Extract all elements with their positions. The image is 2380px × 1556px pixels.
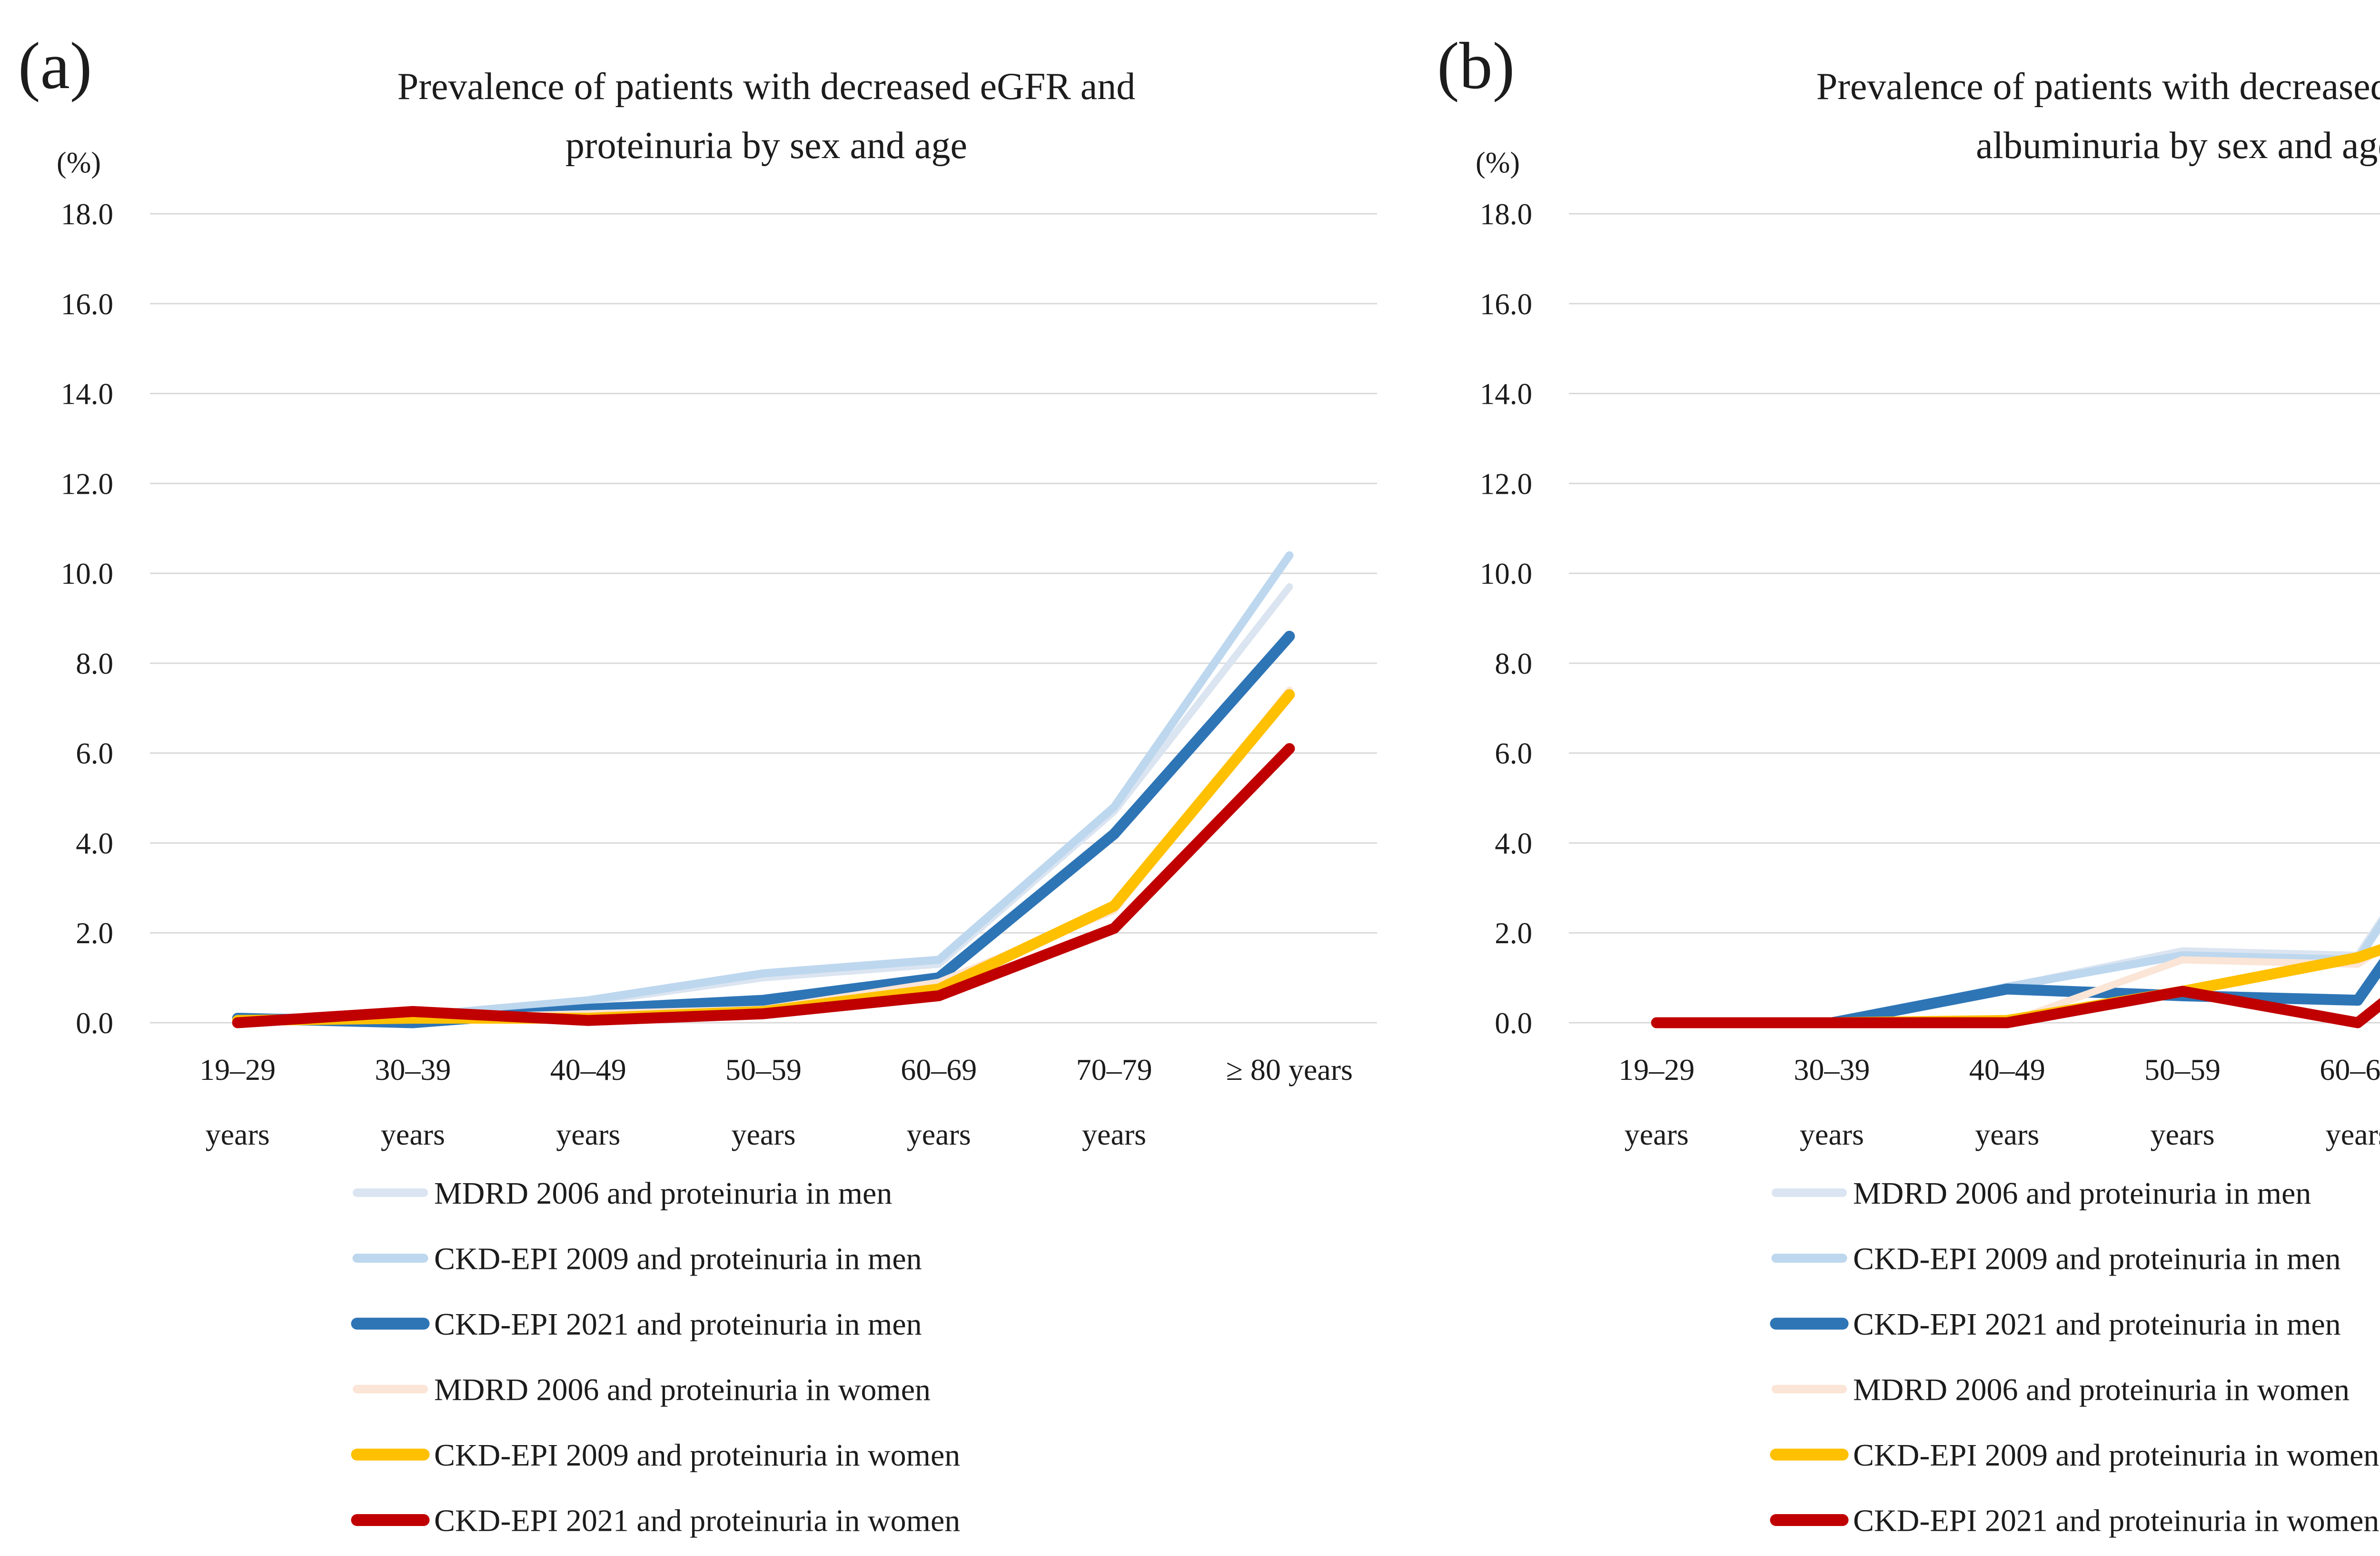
y-tick-label: 14.0 <box>61 378 113 411</box>
x-tick-label-line2: years <box>1975 1117 2039 1151</box>
panel-label: (a) <box>18 29 92 103</box>
x-tick-label-line1: 50–59 <box>2144 1053 2221 1087</box>
legend-label: CKD-EPI 2021 and proteinuria in women <box>1853 1504 2379 1538</box>
y-tick-label: 18.0 <box>1480 198 1532 231</box>
y-tick-label: 16.0 <box>1480 288 1532 321</box>
x-tick-label-line2: years <box>1625 1117 1689 1151</box>
x-tick-label-line1: 50–59 <box>725 1053 802 1087</box>
y-tick-label: 10.0 <box>1480 557 1532 590</box>
y-tick-label: 2.0 <box>1495 917 1532 950</box>
x-tick-label-line1: 40–49 <box>550 1053 626 1087</box>
chart-title-line: Prevalence of patients with decreased eG… <box>1816 66 2380 108</box>
y-tick-label: 2.0 <box>76 917 113 950</box>
y-tick-label: 8.0 <box>1495 647 1532 680</box>
y-tick-label: 10.0 <box>61 557 113 590</box>
panel-label: (b) <box>1437 29 1515 103</box>
x-tick-label-line2: years <box>2150 1117 2214 1151</box>
y-tick-label: 8.0 <box>76 647 113 680</box>
panel-b: 18.0 16.0 14.0 12.0 10.0 8.0 6.0 4.0 2.0 0.0 (b) Pr… <box>1419 0 2380 1556</box>
panel-a: 18.0 16.0 14.0 12.0 10.0 8.0 6.0 4.0 2.0 0.0 (a) Pr… <box>18 29 1377 1538</box>
chart-title-line: proteinuria by sex and age <box>565 125 967 167</box>
legend-label: CKD-EPI 2009 and proteinuria in women <box>434 1438 960 1473</box>
legend-label: CKD-EPI 2021 and proteinuria in women <box>434 1504 960 1538</box>
chart-proteinuria: 18.0 16.0 14.0 12.0 10.0 8.0 6.0 4.0 2.0 0.0 (a) Pr… <box>18 29 1377 1538</box>
legend-label: MDRD 2006 and proteinuria in men <box>1853 1176 2311 1211</box>
y-tick-label: 12.0 <box>61 467 113 500</box>
y-axis-unit-label: (%) <box>57 147 101 179</box>
series-line <box>232 630 1295 1028</box>
legend-label: CKD-EPI 2009 and proteinuria in men <box>434 1242 922 1277</box>
x-tick-label-line1: 70–79 <box>1076 1053 1152 1087</box>
y-tick-label: 4.0 <box>76 827 113 860</box>
legend-label: CKD-EPI 2021 and proteinuria in men <box>434 1307 922 1342</box>
y-tick-label: 12.0 <box>1480 467 1532 500</box>
x-tick-label-line1: 60–69 <box>2320 1053 2380 1087</box>
legend-label: CKD-EPI 2009 and proteinuria in women <box>1853 1438 2379 1473</box>
y-tick-label: 6.0 <box>1495 737 1532 770</box>
x-tick-label-line2: years <box>731 1117 795 1151</box>
x-tick-label-line2: years <box>1800 1117 1864 1151</box>
x-tick-label-line2: years <box>1082 1117 1146 1151</box>
y-tick-label: 0.0 <box>76 1007 113 1040</box>
y-tick-label: 18.0 <box>61 198 113 231</box>
series-line <box>233 551 1294 1023</box>
x-tick-label-line2: years <box>2326 1117 2380 1151</box>
x-tick-label-line2: years <box>206 1117 270 1151</box>
legend-label: CKD-EPI 2009 and proteinuria in men <box>1853 1242 2341 1277</box>
x-tick-label-line1: 30–39 <box>1794 1053 1870 1087</box>
series-line <box>234 583 1293 1022</box>
x-tick-label-line2: years <box>556 1117 620 1151</box>
x-tick-label-line1: 30–39 <box>375 1053 451 1087</box>
chart-title-line: albuminuria by sex and age <box>1976 125 2380 167</box>
series-line <box>1651 944 2380 1028</box>
x-tick-label-line1: 19–29 <box>1618 1053 1695 1087</box>
x-tick-label-line1: 19–29 <box>199 1053 276 1087</box>
x-tick-label-line1: 60–69 <box>901 1053 977 1087</box>
legend-label: MDRD 2006 and proteinuria in women <box>434 1373 931 1407</box>
legend-label: MDRD 2006 and proteinuria in women <box>1853 1373 2350 1407</box>
series-line <box>232 743 1295 1028</box>
series-line <box>1651 986 2380 1028</box>
y-tick-label: 6.0 <box>76 737 113 770</box>
x-tick-label-line2: years <box>381 1117 445 1151</box>
x-tick-label-line2: years <box>907 1117 971 1151</box>
chart-title-line: Prevalence of patients with decreased eG… <box>397 66 1136 108</box>
series-line <box>1653 944 2380 1027</box>
x-tick-label-line1: 40–49 <box>1969 1053 2045 1087</box>
legend-label: CKD-EPI 2021 and proteinuria in men <box>1853 1307 2341 1342</box>
y-tick-label: 16.0 <box>61 288 113 321</box>
chart-albuminuria: 18.0 16.0 14.0 12.0 10.0 8.0 6.0 4.0 2.0 0.0 (b) Pr… <box>1437 29 2380 1538</box>
legend-label: MDRD 2006 and proteinuria in men <box>434 1176 892 1211</box>
y-tick-label: 0.0 <box>1495 1007 1532 1040</box>
y-tick-label: 4.0 <box>1495 827 1532 860</box>
y-axis-unit-label: (%) <box>1476 147 1520 179</box>
y-tick-label: 14.0 <box>1480 378 1532 411</box>
x-tick-label-line1: ≥ 80 years <box>1226 1053 1353 1087</box>
